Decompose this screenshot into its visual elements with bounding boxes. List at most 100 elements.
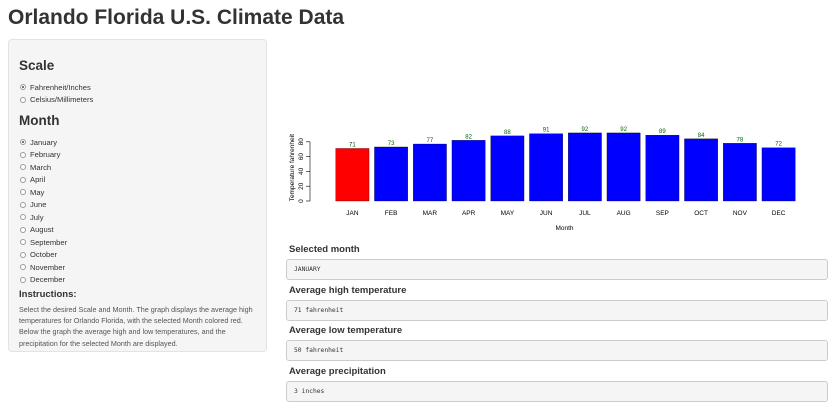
scale-radio-group: Fahrenheit/Inches Celsius/Millimeters [19,81,256,106]
x-tick-label: APR [462,210,476,217]
y-tick-label: 0 [298,199,305,203]
y-tick-label: 60 [298,153,305,161]
month-radio[interactable] [20,239,26,246]
month-option-label: May [30,187,45,197]
month-option[interactable]: June [20,199,256,212]
month-radio[interactable] [20,176,26,183]
scale-option[interactable]: Celsius/Millimeters [20,94,256,107]
bar-value-label: 82 [465,134,472,140]
bar-value-label: 92 [620,127,627,133]
x-tick-label: AUG [617,210,631,217]
x-tick-label: JAN [346,210,359,217]
bar-value-label: 72 [775,142,782,148]
month-option-label: August [30,225,54,235]
x-tick-label: JUN [540,210,553,217]
bar-jun [529,133,563,202]
bar-value-label: 89 [659,129,666,135]
month-option[interactable]: April [20,174,256,187]
avg-precip-output: 3 inches [286,381,828,402]
month-title: Month [19,113,60,128]
y-axis-label: Temperature fahrenheit [289,134,296,201]
month-option[interactable]: March [20,161,256,174]
sidebar-panel: Scale Fahrenheit/Inches Celsius/Millimete… [8,39,267,352]
bar-value-label: 88 [504,130,511,136]
scale-option-label: Celsius/Millimeters [30,95,94,105]
avg-high-label: Average high temperature [289,285,407,296]
month-option-label: September [30,237,68,247]
avg-high-output: 71 fahrenheit [286,300,828,321]
scale-radio[interactable] [20,96,26,103]
month-option[interactable]: July [20,211,256,224]
bar-mar [413,143,447,202]
x-axis-label: Month [555,225,573,232]
selected-month-output: JANUARY [286,259,828,280]
month-radio[interactable] [20,151,26,158]
y-tick-label: 80 [298,138,305,146]
month-radio-group: January February March April May June July Augu… [19,136,256,286]
month-option[interactable]: October [20,249,256,262]
month-radio[interactable] [20,264,26,271]
month-radio[interactable] [20,226,26,233]
bar-value-label: 71 [349,142,356,148]
scale-radio[interactable] [20,84,26,91]
y-tick-label: 20 [298,182,305,190]
month-option[interactable]: August [20,224,256,237]
x-tick-label: NOV [733,210,748,217]
x-tick-label: DEC [772,210,786,217]
scale-option-label: Fahrenheit/Inches [30,82,91,92]
month-radio[interactable] [20,201,26,208]
month-option-label: February [30,150,61,160]
avg-precip-label: Average precipitation [289,366,386,377]
bar-jul [568,132,602,202]
month-radio[interactable] [20,214,26,221]
month-option-label: July [30,212,44,222]
bar-value-label: 91 [543,128,550,134]
avg-low-label: Average low temperature [289,325,403,336]
scale-title: Scale [19,58,55,73]
y-tick-label: 40 [298,167,305,175]
month-option-label: December [30,275,66,285]
month-option[interactable]: December [20,274,256,287]
bar-apr [451,140,486,202]
bar-may [490,135,525,202]
month-option-label: October [30,250,58,260]
month-option-label: January [30,137,58,147]
x-tick-label: MAR [423,210,438,217]
month-option-label: April [30,175,46,185]
bar-value-label: 77 [427,138,434,144]
instructions-title: Instructions: [19,289,77,300]
bar-value-label: 78 [737,137,744,143]
bar-aug [606,132,641,202]
bar-nov [723,143,757,202]
avg-low-output: 50 fahrenheit [286,340,828,361]
bar-oct [684,138,718,202]
temperature-bar-chart: 0 20 40 60 80 Temperature fahrenheit 71 JAN 73 FE… [283,48,828,240]
bar-jan [335,148,370,202]
month-option[interactable]: February [20,149,256,162]
month-option[interactable]: January [20,136,256,149]
bar-dec [761,147,796,202]
month-option-label: November [30,262,66,272]
bar-value-label: 92 [582,127,589,133]
bar-feb [374,146,408,202]
month-radio[interactable] [20,251,26,258]
instructions-text: Select the desired Scale and Month. The … [19,305,253,348]
x-tick-label: FEB [385,210,398,217]
month-option[interactable]: November [20,261,256,274]
month-option[interactable]: May [20,186,256,199]
scale-option[interactable]: Fahrenheit/Inches [20,81,256,94]
selected-month-label: Selected month [289,244,360,255]
month-radio[interactable] [20,139,26,146]
bar-value-label: 84 [698,133,705,139]
month-option[interactable]: September [20,236,256,249]
month-option-label: March [30,162,52,172]
x-tick-label: MAY [501,210,515,217]
bar-sep [645,134,680,202]
month-option-label: June [30,200,47,210]
month-radio[interactable] [20,189,26,196]
month-radio[interactable] [20,276,26,283]
x-tick-label: SEP [656,210,669,217]
month-radio[interactable] [20,164,26,171]
bar-value-label: 73 [388,141,395,147]
x-tick-label: OCT [694,210,708,217]
